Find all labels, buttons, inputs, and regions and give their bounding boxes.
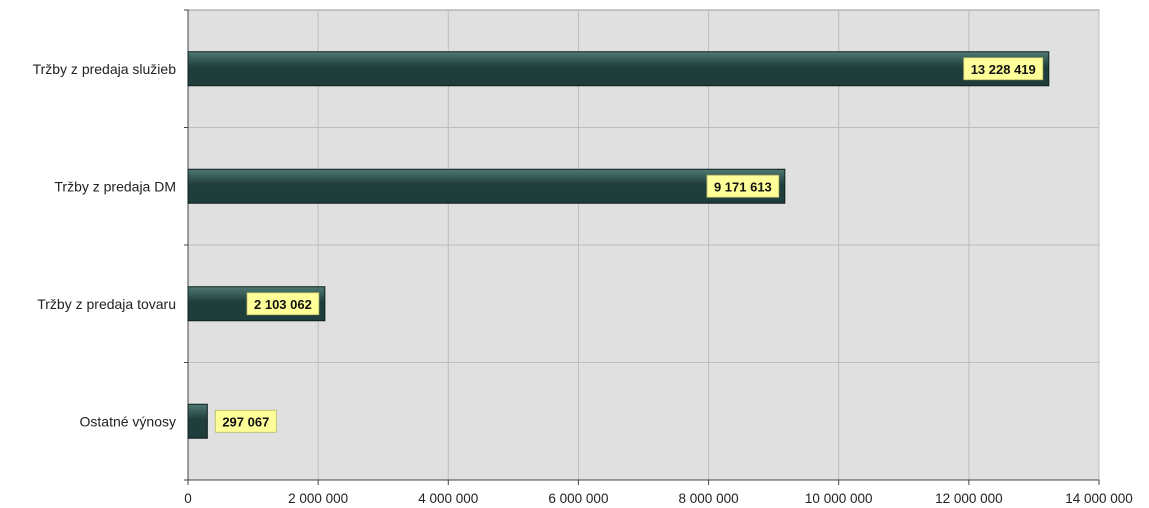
x-tick-label: 2 000 000 [288,491,348,506]
x-tick-label: 14 000 000 [1065,491,1133,506]
bar [187,403,208,439]
bar [187,51,1050,87]
category-label: Tržby z predaja služieb [33,61,177,77]
data-label: 13 228 419 [963,57,1044,81]
x-tick-label: 10 000 000 [805,491,873,506]
data-label: 2 103 062 [246,292,320,316]
data-label-value: 9 171 613 [714,179,772,194]
data-label-value: 2 103 062 [254,297,312,312]
data-label-box [214,409,277,433]
x-tick-label: 6 000 000 [548,491,608,506]
category-labels: Tržby z predaja služieb Tržby z predaja D… [33,61,177,430]
data-label-value: 13 228 419 [971,62,1036,77]
x-tick-label: 0 [184,491,192,506]
x-tick-label: 8 000 000 [679,491,739,506]
x-tick-labels: 0 2 000 000 4 000 000 6 000 000 8 000 000 10 … [184,491,1133,506]
category-label: Ostatné výnosy [80,413,177,429]
data-labels: 13 228 419 9 171 613 2 103 062 297 067 [214,57,1044,433]
data-label: 9 171 613 [706,174,780,198]
data-label-box [246,292,320,316]
data-label: 297 067 [214,409,277,433]
x-tick-label: 12 000 000 [935,491,1003,506]
data-label-box [963,57,1044,81]
data-label-value: 297 067 [222,414,269,429]
data-label-box [706,174,780,198]
category-label: Tržby z predaja tovaru [37,296,176,312]
gridlines [188,10,1100,480]
x-tick-label: 4 000 000 [418,491,478,506]
category-label: Tržby z predaja DM [54,178,176,194]
bar [187,168,786,204]
